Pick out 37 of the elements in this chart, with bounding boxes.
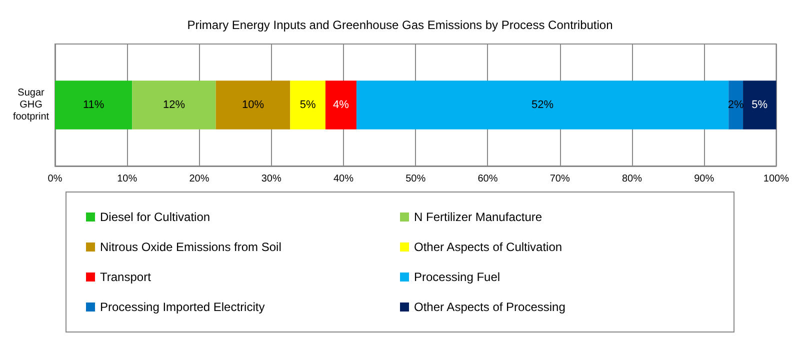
data-label: 5% <box>752 99 768 111</box>
legend-label: Processing Imported Electricity <box>100 300 265 314</box>
x-tick-label: 20% <box>189 174 210 184</box>
data-label: 12% <box>162 99 186 111</box>
data-label: 2% <box>728 99 744 111</box>
legend-label: Nitrous Oxide Emissions from Soil <box>100 240 282 254</box>
bar <box>290 80 326 130</box>
data-label: 52% <box>532 99 554 111</box>
data-label: 10% <box>242 99 264 111</box>
legend-label: Transport <box>100 270 152 284</box>
bar <box>728 80 744 130</box>
bar <box>216 80 290 130</box>
data-label: 5% <box>300 99 316 111</box>
x-tick-label: 70% <box>550 174 570 184</box>
x-tick-label: 0% <box>48 174 62 184</box>
bar <box>132 80 216 130</box>
x-tick-label: 10% <box>117 174 138 184</box>
bar <box>325 80 356 130</box>
x-tick-label: 100% <box>763 174 790 184</box>
x-tick-label: 80% <box>622 174 642 184</box>
chart-title: Primary Energy Inputs and Greenhouse Gas Emissions by Process Contribution <box>187 18 613 32</box>
bar <box>55 80 132 130</box>
x-tick-label: 60% <box>478 174 498 184</box>
legend-label: Diesel for Cultivation <box>100 210 210 224</box>
legend-label: N Fertilizer Manufacture <box>414 210 542 224</box>
x-tick-label: 90% <box>694 174 714 184</box>
legend-label: Other Aspects of Cultivation <box>414 240 562 254</box>
bar <box>743 80 776 130</box>
legend-label: Other Aspects of Processing <box>414 300 566 314</box>
x-tick-label: 30% <box>261 174 282 184</box>
x-tick-label: 40% <box>333 174 354 184</box>
data-label: 11% <box>82 99 104 111</box>
data-label: 4% <box>333 99 350 111</box>
y-tick-label: Sugar GHG footprint <box>12 88 50 122</box>
bar <box>356 80 729 130</box>
x-tick-label: 50% <box>406 174 426 184</box>
legend-label: Processing Fuel <box>414 270 500 284</box>
